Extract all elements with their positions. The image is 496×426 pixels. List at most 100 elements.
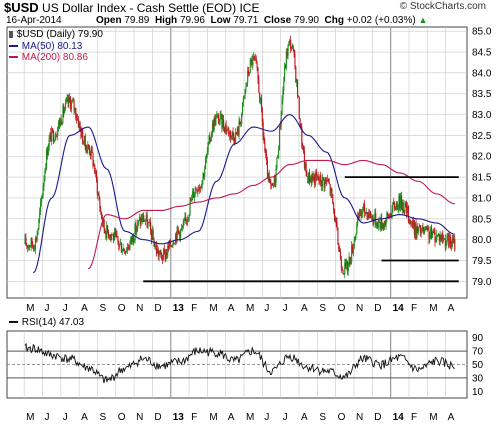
price-candle-down	[92, 152, 94, 166]
price-candle-up	[39, 211, 41, 219]
price-candle-up	[235, 132, 237, 143]
price-candle-up	[443, 238, 446, 240]
price-panel-frame	[6, 26, 468, 299]
price-candle-down	[141, 217, 143, 222]
price-candle-up	[197, 189, 199, 193]
price-candle-down	[123, 247, 125, 251]
price-candle-down	[223, 119, 225, 128]
price-candle-down	[131, 236, 133, 242]
price-candle-down	[229, 131, 232, 139]
price-candle-down	[381, 217, 383, 228]
price-candle-down	[148, 222, 150, 223]
price-candle-up	[241, 113, 243, 124]
price-candle-down	[143, 215, 145, 222]
price-candle-up	[308, 172, 310, 184]
price-candle-up	[404, 203, 406, 213]
price-candle-down	[265, 150, 267, 155]
rsi-x-tick-label: O	[118, 412, 126, 423]
price-candle-down	[179, 231, 181, 239]
price-candle-down	[152, 230, 154, 240]
price-candle-down	[332, 194, 334, 204]
price-candle-up	[29, 246, 31, 248]
price-candle-up	[304, 162, 306, 169]
price-candle-down	[370, 211, 372, 219]
price-candle-up	[167, 245, 169, 256]
price-candle-up	[276, 157, 278, 169]
price-candle-down	[132, 235, 134, 242]
price-candle-up	[108, 236, 110, 238]
price-candle-down	[258, 79, 260, 93]
price-x-tick-label: D	[374, 303, 381, 314]
price-candle-up	[184, 217, 186, 221]
price-y-tick-label: 81.0	[472, 193, 492, 204]
change-value: +0.02 (+0.03%)	[346, 15, 416, 26]
price-candle-down	[364, 204, 366, 214]
price-candle-up	[187, 217, 189, 219]
price-candle-up	[249, 60, 251, 73]
price-candle-down	[322, 177, 324, 180]
rsi-y-tick-label: 30	[472, 373, 484, 384]
price-candle-up	[122, 247, 124, 252]
price-candle-down	[33, 245, 35, 250]
price-candle-up	[241, 102, 244, 114]
price-candle-down	[314, 175, 316, 185]
price-candle-up	[40, 198, 43, 202]
price-candle-up	[64, 101, 67, 109]
price-candle-down	[169, 240, 171, 247]
price-candle-up	[351, 245, 353, 262]
price-candle-up	[112, 234, 114, 236]
price-candle-up	[24, 238, 26, 244]
price-candle-down	[294, 53, 296, 67]
legend-ma200-label: MA(200) 80.86	[21, 52, 88, 63]
price-candle-down	[109, 236, 111, 238]
price-candle-down	[91, 147, 93, 153]
price-candle-down	[94, 164, 96, 174]
price-candle-down	[284, 65, 287, 68]
price-candle-down	[405, 203, 407, 206]
price-candle-up	[213, 117, 215, 130]
price-candle-up	[78, 122, 80, 128]
change-label: Chg	[324, 15, 344, 26]
rsi-x-tick-label: J	[63, 412, 68, 423]
price-candle-down	[139, 218, 141, 225]
price-candle-down	[431, 227, 433, 238]
price-candle-up	[400, 195, 402, 208]
low-label: Low	[210, 15, 231, 26]
price-candle-up	[278, 126, 281, 150]
price-candle-up	[447, 234, 449, 236]
price-candle-down	[75, 108, 77, 119]
price-candle-down	[419, 225, 421, 234]
price-candle-down	[407, 206, 409, 222]
price-candle-up	[382, 223, 384, 228]
price-candle-up	[385, 219, 387, 226]
price-candle-down	[379, 222, 381, 229]
price-candle-down	[105, 232, 107, 239]
price-candle-up	[291, 45, 293, 49]
price-candle-up	[296, 79, 298, 83]
price-candle-up	[350, 261, 352, 264]
price-candle-down	[400, 195, 403, 210]
price-candle-down	[318, 179, 320, 182]
price-candle-up	[83, 142, 85, 144]
price-candle-up	[144, 220, 146, 222]
price-candle-down	[326, 179, 328, 182]
price-candle-down	[168, 245, 170, 248]
price-candle-up	[201, 180, 203, 188]
price-candle-down	[428, 230, 430, 240]
price-candle-up	[315, 172, 317, 185]
price-candle-down	[346, 260, 348, 272]
price-candle-up	[288, 41, 290, 45]
price-candle-down	[146, 214, 148, 228]
rsi-x-tick-label: D	[154, 412, 161, 423]
price-candle-up	[287, 44, 289, 56]
price-candle-down	[193, 191, 195, 198]
price-candle-up	[159, 250, 161, 255]
price-candle-up	[208, 136, 210, 143]
price-candle-down	[161, 254, 163, 260]
price-candle-down	[351, 245, 354, 253]
price-candle-down	[261, 107, 263, 123]
price-candle-up	[446, 235, 448, 243]
price-candle-up	[313, 175, 315, 181]
price-candle-down	[432, 231, 434, 233]
